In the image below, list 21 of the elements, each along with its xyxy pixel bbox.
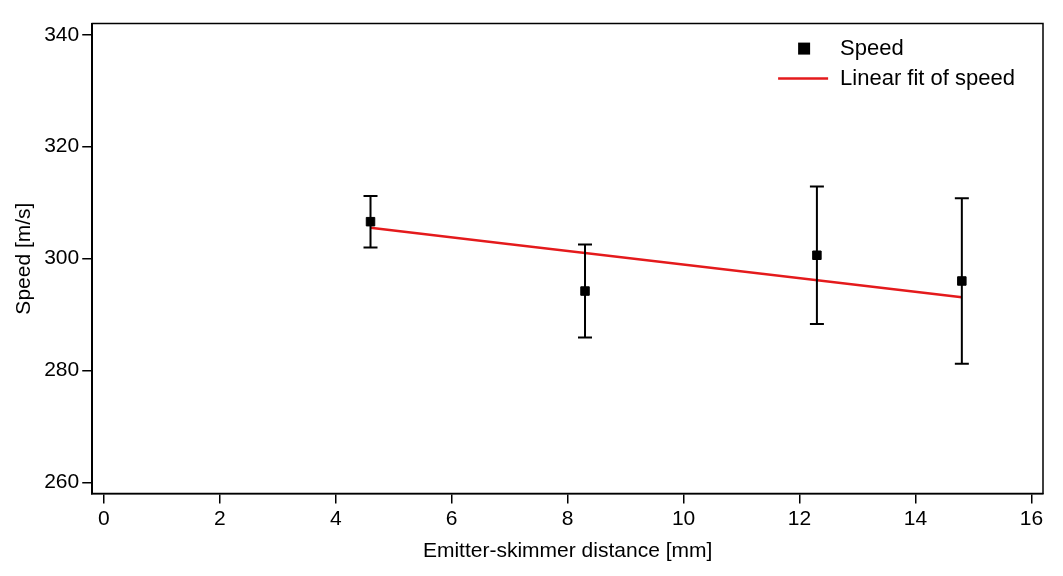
- x-tick-label: 8: [561, 506, 574, 529]
- legend-label: Linear fit of speed: [840, 64, 1016, 90]
- x-tick-label: 0: [97, 506, 110, 529]
- x-tick-label: 6: [445, 506, 458, 529]
- y-tick-label: 340: [44, 21, 80, 45]
- legend-label: Speed: [840, 34, 904, 60]
- point: [812, 250, 822, 260]
- x-tick-label: 4: [329, 506, 342, 529]
- y-tick-label: 300: [44, 245, 80, 269]
- x-tick-label: 2: [213, 506, 226, 529]
- x-axis-title: Emitter-skimmer distance [mm]: [422, 538, 713, 562]
- y-axis-title: Speed [m/s]: [11, 202, 35, 315]
- y-tick-label: 320: [44, 133, 80, 157]
- y-tick-label: 260: [44, 469, 80, 493]
- x-tick-label: 12: [787, 506, 812, 529]
- point: [580, 286, 590, 296]
- point: [957, 276, 967, 286]
- x-tick-label: 10: [671, 506, 696, 529]
- y-tick-label: 280: [44, 357, 80, 381]
- x-tick-label: 14: [903, 506, 928, 529]
- x-tick-label: 16: [1019, 506, 1044, 529]
